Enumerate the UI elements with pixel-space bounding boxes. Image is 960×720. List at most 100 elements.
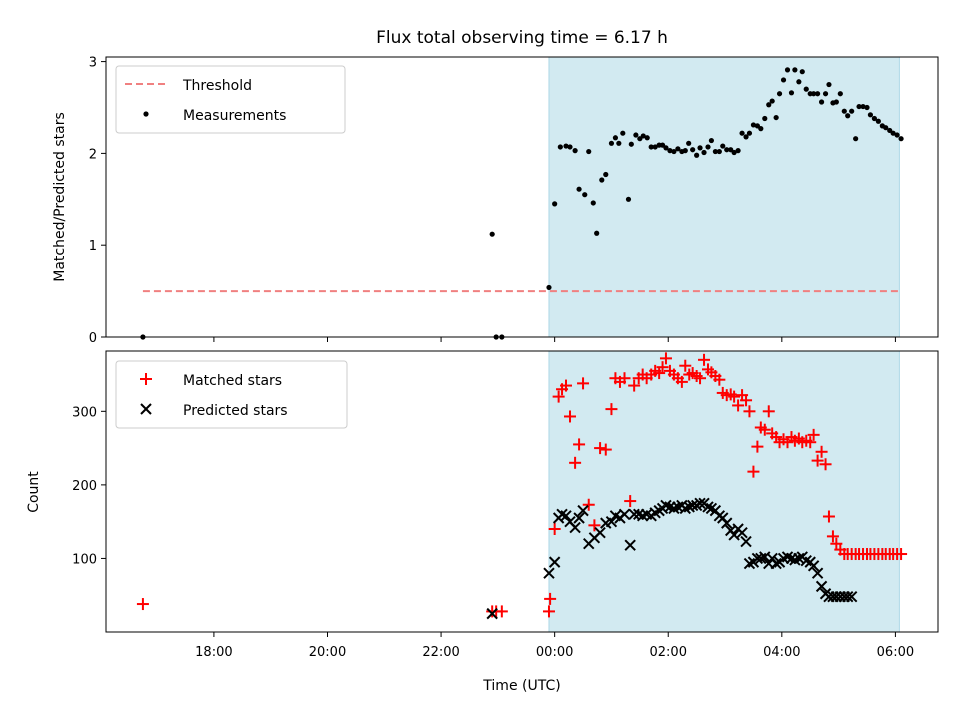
legend-predicted-label: Predicted stars	[183, 403, 288, 419]
predicted-star-point	[841, 590, 854, 603]
legend-predicted-swatch	[140, 403, 152, 415]
measurement-point	[552, 201, 558, 207]
matched-star-point	[751, 440, 764, 453]
measurement-point	[697, 145, 703, 151]
measurement-point	[701, 149, 707, 156]
predicted-star-point	[569, 521, 581, 534]
measurement-point	[864, 104, 870, 111]
legend-matched-label: Matched stars	[183, 373, 282, 389]
measurement-point	[590, 200, 596, 206]
bottom-ytick-label: 100	[72, 552, 97, 567]
legend-matched-swatch	[140, 373, 152, 385]
measurement-point	[682, 148, 688, 154]
matched-star-point	[807, 428, 820, 441]
top-y-axis-label: Matched/Predicted stars	[52, 112, 68, 282]
matched-star-point	[542, 605, 555, 618]
measurement-point	[735, 148, 741, 154]
predicted-star-point	[605, 515, 618, 528]
measurement-point	[822, 91, 829, 97]
matched-star-point	[656, 361, 669, 374]
predicted-star-point	[577, 504, 589, 517]
matched-star-point	[743, 405, 756, 418]
measurement-point	[758, 126, 764, 132]
measurement-point	[788, 90, 795, 96]
measurement-point	[694, 152, 700, 158]
predicted-star-point	[736, 526, 748, 539]
measurement-point	[690, 147, 696, 153]
bottom-ytick-label: 200	[72, 479, 97, 494]
matched-star-point	[563, 410, 576, 423]
measurement-point	[628, 141, 634, 147]
measurement-point	[803, 86, 809, 92]
measurement-point	[663, 145, 669, 151]
matched-star-point	[811, 454, 824, 467]
matched-star-point	[577, 377, 590, 390]
measurement-point	[796, 79, 802, 85]
measurement-point	[780, 77, 787, 83]
measurement-point	[739, 130, 745, 136]
predicted-star-point	[728, 529, 740, 541]
measurement-point	[750, 122, 757, 128]
measurement-point	[712, 148, 718, 155]
measurement-point	[826, 81, 832, 88]
measurement-point	[841, 108, 847, 114]
measurement-point	[746, 130, 753, 136]
predicted-star-point	[815, 580, 828, 593]
measurement-point	[818, 99, 825, 105]
matched-star-point	[822, 510, 835, 523]
measurement-point	[563, 143, 569, 149]
matched-star-point	[582, 498, 595, 511]
measurement-point	[705, 144, 711, 150]
predicted-star-point	[624, 539, 636, 551]
predicted-star-point	[702, 501, 714, 513]
measurement-point	[871, 115, 877, 122]
measurement-point	[708, 137, 715, 144]
matched-star-point	[605, 403, 618, 416]
bottom-xtick-label: 18:00	[195, 645, 232, 660]
top-ytick-label: 1	[89, 239, 97, 254]
top-ytick-label: 0	[89, 331, 97, 346]
matched-star-point	[698, 353, 711, 366]
measurement-point	[586, 148, 592, 155]
matched-star-point	[713, 373, 726, 386]
top-axes-frame	[105, 56, 939, 338]
measurement-point	[898, 136, 904, 142]
predicted-star-point	[770, 557, 782, 570]
predicted-star-point	[548, 556, 561, 568]
predicted-star-point	[594, 526, 606, 539]
measurement-point	[849, 108, 855, 114]
measurement-point	[633, 132, 639, 138]
bottom-observing-span	[548, 350, 900, 633]
matched-star-point	[552, 390, 565, 403]
matched-star-point	[495, 605, 508, 618]
matched-star-point	[815, 445, 828, 458]
predicted-star-point	[845, 590, 858, 603]
measurement-point	[594, 230, 600, 236]
measurement-point	[762, 115, 768, 122]
measurement-point	[766, 102, 772, 108]
predicted-star-point	[618, 508, 631, 521]
matched-star-point	[747, 465, 760, 478]
measurement-point	[582, 192, 588, 198]
matched-star-point	[628, 379, 641, 392]
measurement-point	[784, 67, 791, 73]
bottom-panel: 100 200 300 18:00 20:00 22:00 00:00 02:00 04:00…	[26, 350, 939, 694]
measurement-point	[716, 148, 722, 155]
top-ytick-label: 3	[89, 56, 97, 71]
matched-star-point	[594, 442, 607, 455]
bottom-xtick-label: 00:00	[536, 645, 573, 660]
matched-star-point	[659, 352, 672, 365]
measurement-point	[616, 140, 622, 146]
measurement-point	[875, 118, 881, 124]
bottom-y-axis-label: Count	[26, 471, 42, 513]
predicted-star-point	[486, 607, 498, 620]
measurement-point	[890, 130, 896, 136]
legend-measurements-swatch	[143, 111, 149, 117]
measurement-point	[572, 148, 578, 154]
matched-star-point	[599, 443, 612, 456]
matched-star-point	[804, 436, 817, 449]
matched-star-point	[624, 495, 637, 508]
predicted-star-point	[560, 510, 572, 522]
bottom-xtick-label: 06:00	[877, 645, 914, 660]
